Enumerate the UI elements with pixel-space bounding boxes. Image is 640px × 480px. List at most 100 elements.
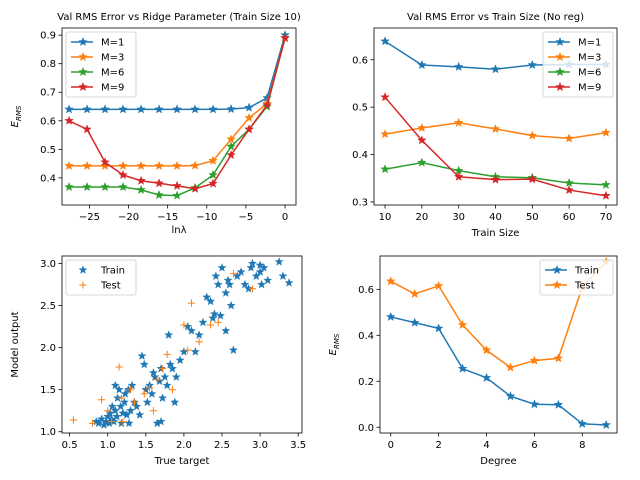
legend-marker [555, 66, 565, 77]
scatter-point-train [278, 271, 288, 281]
x-tick-label: 0 [282, 212, 288, 223]
y-tick-label: 0.7 [40, 88, 56, 99]
axes-frame [379, 255, 618, 434]
data-point [417, 157, 427, 167]
x-tick-label: 0 [388, 440, 394, 451]
chart-title: Val RMS Error vs Train Size (No reg) [407, 12, 584, 23]
x-tick-label: 30 [452, 212, 465, 223]
data-point [154, 178, 164, 188]
data-point [64, 181, 74, 192]
scatter-point-train [226, 300, 236, 310]
scatter-point-test [163, 350, 171, 358]
data-point [505, 362, 516, 372]
y-tick-label: 0.9 [40, 31, 56, 42]
scatter-point-train [112, 411, 122, 421]
scatter-point-train [171, 372, 181, 381]
legend: Train Test [539, 259, 614, 296]
data-point [100, 181, 110, 192]
scatter-point-train [228, 345, 238, 355]
data-point [100, 157, 110, 167]
scatter-point-test [98, 396, 106, 404]
data-point [601, 419, 612, 430]
data-point [409, 317, 420, 327]
legend-label: M=9 [578, 83, 601, 94]
axes-frame [61, 27, 297, 206]
scatter-point-train [175, 355, 185, 365]
legend-marker [78, 66, 88, 77]
y-tick-label: 0.3 [352, 197, 368, 208]
scatter-point-train [246, 262, 256, 272]
scatter-point-train [255, 267, 265, 276]
y-tick-label: 0.5 [352, 103, 368, 114]
scatter-point-test [168, 386, 177, 394]
scatter-point-train [122, 410, 132, 419]
scatter-point-train [142, 397, 152, 407]
y-tick-label: 0.8 [40, 59, 56, 70]
data-point [453, 61, 464, 71]
prediction-scatter-chart: 0.5 1.0 1.5 2.0 2.5 3.0 3.5 1.0 1.5 2.0 2.5 3.0 True… [10, 255, 306, 467]
data-point [64, 115, 74, 125]
data-point [564, 184, 575, 195]
data-point [490, 123, 501, 134]
data-point [564, 177, 575, 188]
scatter-point-test [158, 365, 167, 373]
data-point [529, 399, 540, 409]
scatter-point-train [263, 275, 273, 285]
legend-marker [78, 265, 88, 274]
scatter-point-train [170, 397, 180, 407]
series-line-test [390, 261, 607, 369]
data-point [481, 345, 492, 355]
scatter-point-train [165, 359, 175, 369]
legend-label: Test [574, 281, 595, 292]
legend-marker [78, 81, 88, 92]
x-axis-label: lnλ [171, 225, 186, 236]
data-point [433, 280, 444, 291]
data-point [226, 141, 236, 151]
legend-label: M=6 [578, 68, 601, 79]
data-point [385, 276, 396, 286]
legend-marker [555, 81, 565, 92]
data-point [172, 160, 182, 171]
data-point [64, 160, 74, 171]
scatter-point-train [139, 359, 149, 369]
data-point [136, 184, 146, 195]
x-tick-label: −5 [239, 212, 254, 223]
scatter-point-test [126, 386, 135, 394]
data-point [118, 169, 128, 180]
legend-label: M=1 [101, 38, 124, 49]
x-tick-label: 3.5 [290, 440, 306, 451]
legend-label: M=3 [101, 53, 124, 64]
data-point [601, 190, 611, 200]
x-tick-label: 10 [379, 212, 392, 223]
data-point [577, 418, 588, 428]
scatter-point-train [126, 405, 136, 415]
data-point [244, 112, 254, 123]
scatter-point-train [127, 380, 137, 390]
scatter-point-train [209, 309, 219, 318]
x-tick-label: 2.0 [176, 440, 192, 451]
data-point [226, 134, 236, 144]
axes-frame [373, 27, 618, 206]
x-tick-label: 20 [415, 212, 428, 223]
chart-title: Val RMS Error vs Ridge Parameter (Train … [57, 12, 301, 23]
data-point [136, 160, 146, 171]
y-axis-label: ERMS [10, 105, 23, 127]
data-point [154, 160, 164, 171]
x-tick-label: 1.0 [100, 440, 116, 451]
data-point [529, 355, 540, 365]
legend: Train Test [65, 259, 137, 296]
scatter-point-train [179, 347, 189, 356]
data-point [527, 59, 538, 70]
data-point [505, 391, 516, 401]
x-tick-label: −25 [79, 212, 100, 223]
scatter-point-test [184, 346, 192, 354]
scatter-point-train [211, 271, 221, 281]
scatter-point-train [206, 296, 216, 306]
scatter-point-train [148, 368, 158, 377]
data-point [601, 127, 611, 137]
legend-label: Train [100, 266, 125, 277]
y-tick-label: 0.2 [358, 377, 374, 388]
data-point [553, 353, 564, 363]
data-point [208, 155, 218, 165]
legend-marker [552, 279, 562, 290]
